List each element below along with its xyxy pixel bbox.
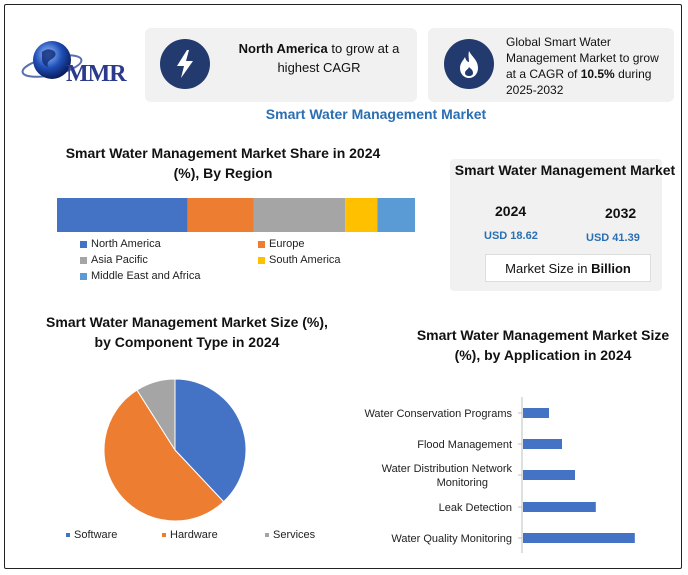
legend-item-software: Software [66, 529, 117, 541]
application-bar-water-conservation-programs [523, 408, 549, 418]
component-pie-chart [103, 378, 247, 522]
legend-label: Asia Pacific [91, 254, 148, 266]
legend-swatch [80, 272, 87, 280]
region-legend: North America Europe Asia Pacific South Ame… [80, 238, 400, 288]
region-bar-segment-south-america [345, 198, 378, 232]
pie-slice-software [174, 378, 247, 503]
market-size-card: Smart Water Management Market 2024 2032 … [450, 159, 675, 291]
legend-swatch [258, 256, 265, 264]
region-bar-segment-asia-pacific [253, 198, 346, 232]
application-bar-water-distribution-network-monitoring [523, 470, 575, 480]
legend-item-north-america: North America [80, 238, 161, 250]
application-label-leak-detection: Leak Detection [439, 502, 512, 514]
year-2024: 2024 [495, 203, 527, 219]
legend-swatch [80, 240, 87, 248]
legend-item-asia-pacific: Asia Pacific [80, 254, 148, 266]
region-bar-segment-europe [187, 198, 254, 232]
region-chart-title: Smart Water Management Market Share in 2… [65, 145, 381, 181]
component-chart-title: Smart Water Management Market Size (%), … [46, 314, 328, 350]
application-bar-chart: Water Conservation Programs Flood Managem… [364, 397, 635, 553]
application-bar-flood-management [523, 439, 562, 449]
main-title: Smart Water Management Market [265, 106, 487, 122]
legend-label: South America [269, 254, 341, 266]
legend-item-europe: Europe [258, 238, 304, 250]
market-size-title: Smart Water Management Market [454, 162, 676, 178]
legend-swatch [258, 240, 265, 248]
legend-label: Services [273, 529, 316, 541]
highlight-card-region: North America to grow at a highest CAGR [145, 28, 417, 102]
application-chart-title: Smart Water Management Market Size (%), … [416, 327, 670, 363]
legend-item-services: Services [265, 529, 315, 541]
card-region-text: North America to grow at a highest CAGR [238, 41, 400, 75]
region-bar-segment-middle-east-and-africa [377, 198, 415, 232]
region-stacked-bar [57, 198, 415, 232]
card-cagr-text: Global Smart Water Management Market to … [506, 35, 659, 97]
application-label-water-conservation-programs: Water Conservation Programs [364, 408, 512, 420]
year-2032: 2032 [605, 205, 637, 221]
bolt-icon [160, 39, 210, 89]
legend-label: Middle East and Africa [91, 270, 201, 282]
legend-label: Software [74, 529, 118, 541]
application-bar-water-quality-monitoring [523, 533, 635, 543]
application-label-water-distribution-network-monitoring: Water Distribution Network Monitoring [382, 463, 513, 489]
mmr-logo [21, 41, 83, 79]
logo-text: MMR [66, 61, 127, 87]
legend-label: Europe [269, 238, 305, 250]
application-label-flood-management: Flood Management [417, 439, 512, 451]
legend-swatch [265, 533, 269, 537]
region-bar-segment-north-america [57, 198, 188, 232]
legend-swatch [162, 533, 166, 537]
legend-item-hardware: Hardware [162, 529, 218, 541]
pie-slice-hardware [103, 389, 225, 522]
legend-swatch [66, 533, 70, 537]
pie-slice-services [136, 378, 176, 452]
component-legend: Software Hardware Services [60, 529, 340, 545]
legend-label: North America [91, 238, 161, 250]
page-frame [4, 4, 682, 569]
highlight-card-cagr: Global Smart Water Management Market to … [428, 28, 674, 102]
legend-item-south-america: South America [258, 254, 341, 266]
value-2032: USD 41.39 [586, 232, 640, 244]
application-label-water-quality-monitoring: Water Quality Monitoring [391, 533, 512, 545]
market-size-unit: Market Size in Billion [485, 254, 651, 282]
legend-label: Hardware [170, 529, 218, 541]
value-2024: USD 18.62 [484, 230, 538, 242]
legend-item-middle-east-and-africa: Middle East and Africa [80, 270, 200, 282]
legend-swatch [80, 256, 87, 264]
flame-icon [444, 39, 494, 89]
application-bar-leak-detection [523, 502, 596, 512]
